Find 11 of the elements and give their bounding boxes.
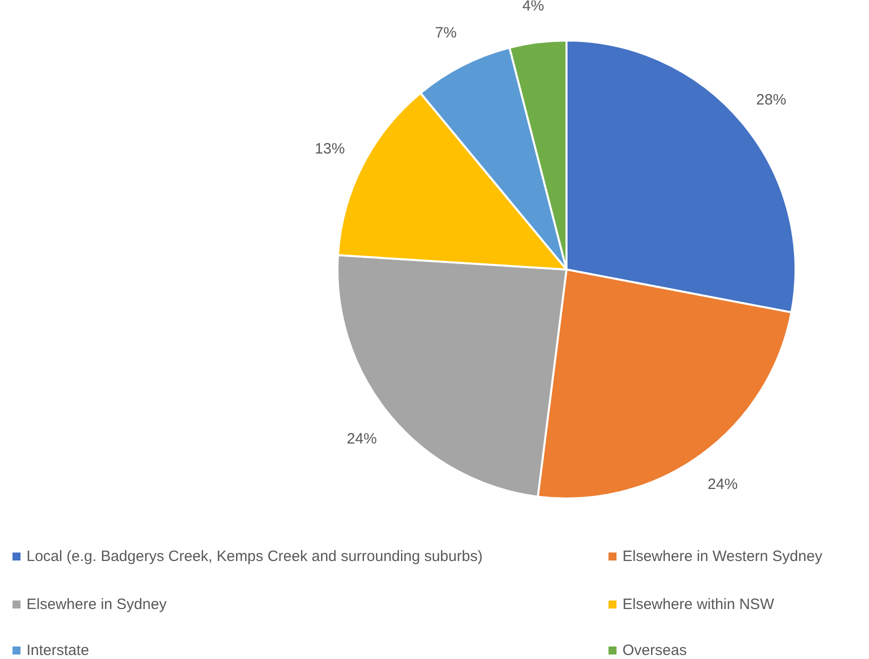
data-label: 28% xyxy=(756,92,786,109)
legend-label: Elsewhere in Western Sydney xyxy=(622,548,823,565)
legend-label: Interstate xyxy=(26,642,90,659)
legend-label: Elsewhere in Sydney xyxy=(26,596,168,613)
data-label: 24% xyxy=(708,476,738,493)
legend-label: Elsewhere within NSW xyxy=(622,596,776,613)
data-label: 7% xyxy=(435,24,457,42)
data-label: 24% xyxy=(346,430,377,448)
legend-label: Overseas xyxy=(622,642,687,659)
data-label: 13% xyxy=(314,140,345,158)
legend-label: Local (e.g. Badgerys Creek, Kemps Creek and surrounding suburbs) xyxy=(26,548,483,565)
